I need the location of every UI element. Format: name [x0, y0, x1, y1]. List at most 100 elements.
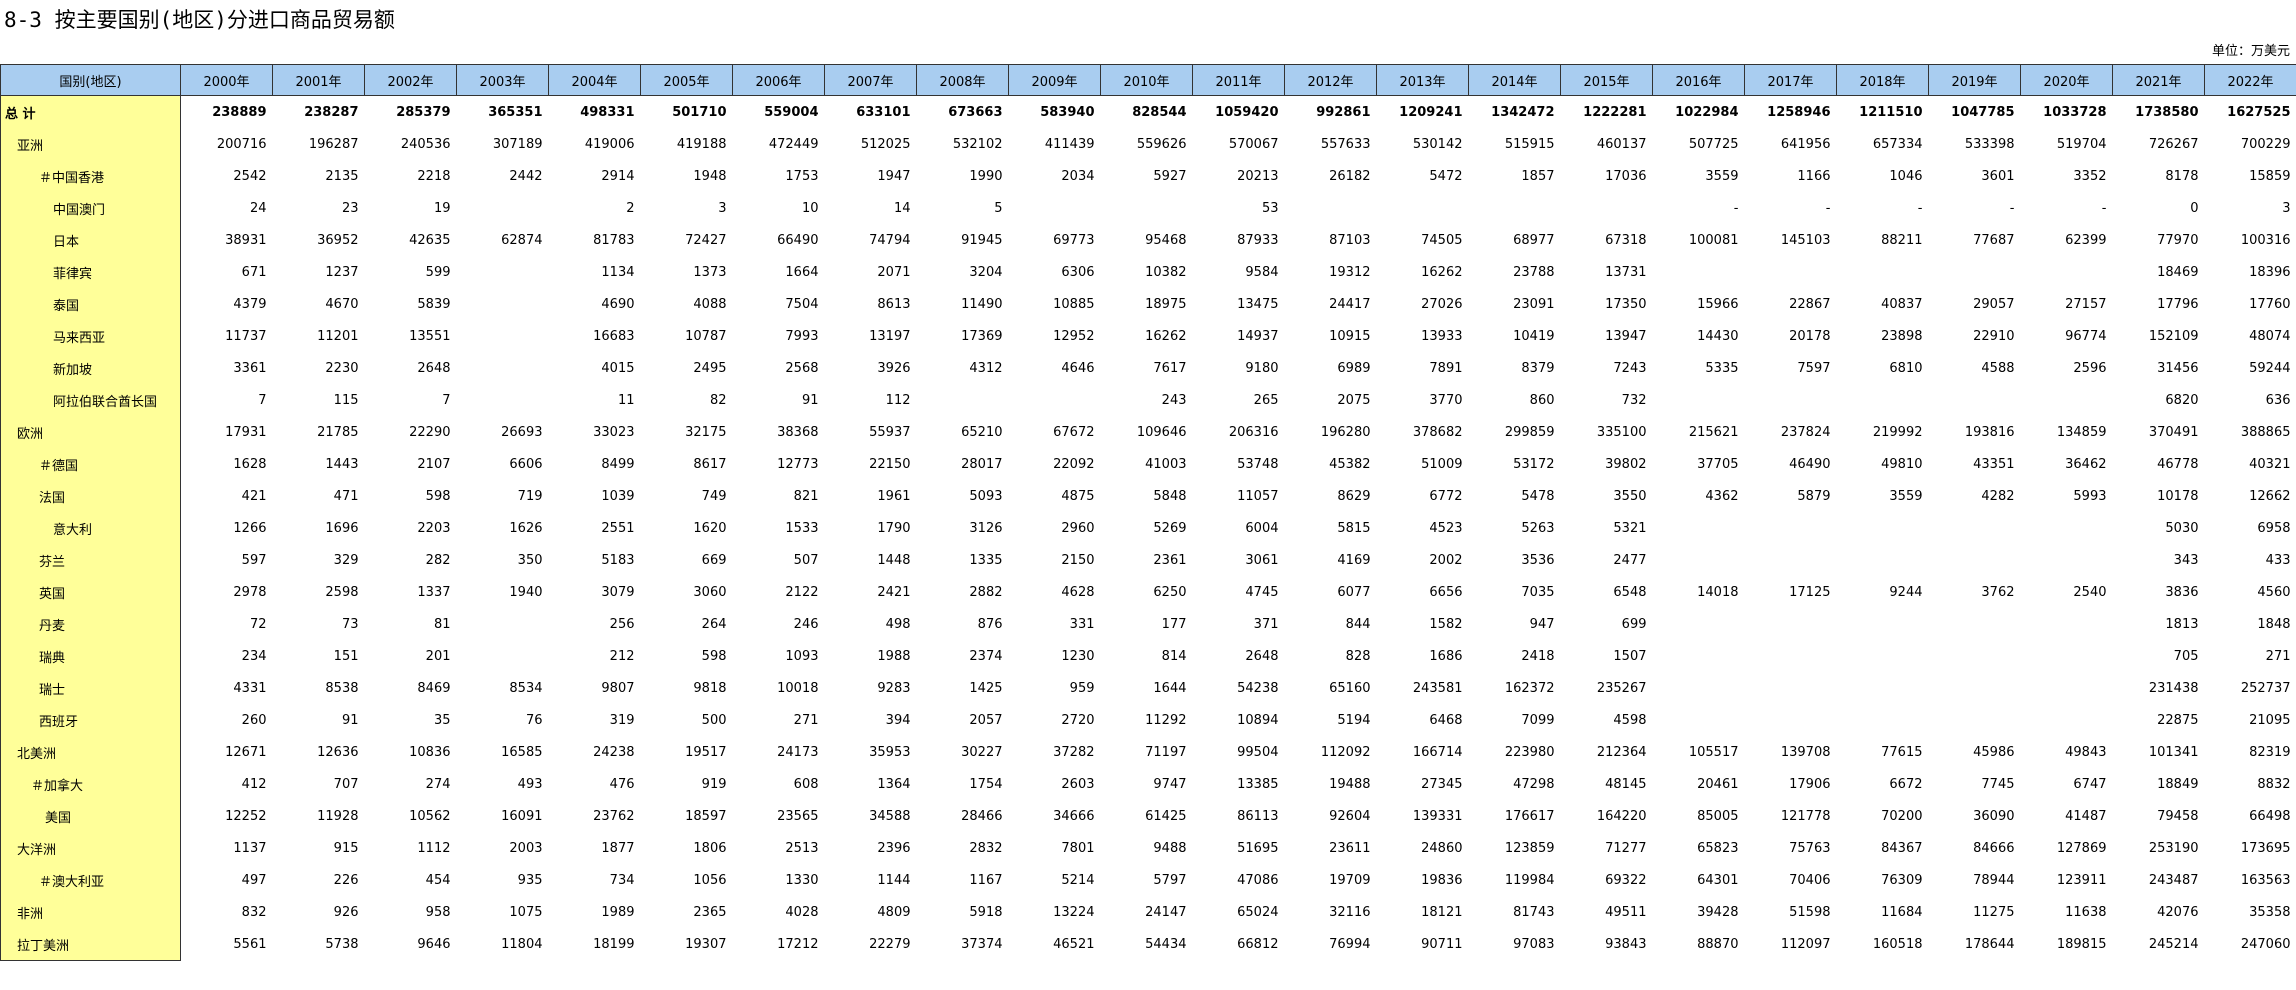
table-row: ＃澳大利亚 497 226 454 935 734 1056 1330 1144 1167 5214… [0, 864, 2296, 896]
value-cell: 1258946 [1767, 104, 1831, 120]
value-cell: - [2101, 200, 2107, 216]
value-cell: 1644 [1153, 680, 1187, 696]
value-cell: 23788 [1513, 264, 1555, 280]
value-cell: 34666 [1053, 808, 1095, 824]
value-cell: 19836 [1421, 872, 1463, 888]
value-cell: 201 [425, 648, 451, 664]
value-cell: - [2009, 200, 2015, 216]
value-cell: 2540 [2073, 584, 2107, 600]
region-name: 中国澳门 [0, 192, 181, 224]
value-cell: 24238 [593, 744, 635, 760]
value-cell: 84367 [1881, 840, 1923, 856]
value-cell: 32116 [1329, 904, 1371, 920]
value-cell: 85005 [1697, 808, 1739, 824]
value-cell: 570067 [1228, 136, 1279, 152]
value-cell: 1342472 [1491, 104, 1555, 120]
value-cell: 10787 [685, 328, 727, 344]
table-row: 瑞典 234 151 201 212 598 1093 1988 2374 1230 814 2648… [0, 640, 2296, 672]
column-header: 2017年 [1744, 64, 1837, 96]
value-cell: 6820 [2165, 392, 2199, 408]
value-cell: 19 [433, 200, 451, 216]
value-cell: 2 [626, 200, 635, 216]
value-cell: 76 [525, 712, 543, 728]
value-cell: 828 [1345, 648, 1371, 664]
column-header: 2005年 [640, 64, 733, 96]
value-cell: 151 [333, 648, 359, 664]
empty-cell [1837, 544, 1929, 576]
value-cell: 45986 [1973, 744, 2015, 760]
value-cell: 62399 [2065, 232, 2107, 248]
value-cell: 2882 [969, 584, 1003, 600]
value-cell: 8832 [2257, 776, 2291, 792]
empty-cell [1837, 672, 1929, 704]
empty-cell [1653, 672, 1745, 704]
value-cell: 599 [425, 264, 451, 280]
empty-cell [1653, 256, 1745, 288]
value-cell: 9283 [877, 680, 911, 696]
empty-cell [1837, 608, 1929, 640]
value-cell: 13933 [1421, 328, 1463, 344]
value-cell: 1754 [969, 776, 1003, 792]
value-cell: 1075 [509, 904, 543, 920]
value-cell: 419006 [584, 136, 635, 152]
value-cell: 4028 [785, 904, 819, 920]
region-name: 英国 [0, 576, 181, 608]
value-cell: 17796 [2157, 296, 2199, 312]
value-cell: 4362 [1705, 488, 1739, 504]
empty-cell [2021, 544, 2113, 576]
region-name: 大洋洲 [0, 832, 181, 864]
empty-cell [1745, 384, 1837, 416]
value-cell: 7035 [1521, 584, 1555, 600]
value-cell: 6468 [1429, 712, 1463, 728]
value-cell: 1664 [785, 264, 819, 280]
value-cell: 5797 [1153, 872, 1187, 888]
value-cell: 7243 [1613, 360, 1647, 376]
value-cell: 72427 [685, 232, 727, 248]
value-cell: 12252 [225, 808, 267, 824]
value-cell: 498 [885, 616, 911, 632]
value-cell: 4628 [1061, 584, 1095, 600]
column-header: 2021年 [2112, 64, 2205, 96]
value-cell: 2421 [877, 584, 911, 600]
value-cell: 134859 [2056, 424, 2107, 440]
column-header: 2016年 [1652, 64, 1745, 96]
value-cell: 876 [977, 616, 1003, 632]
value-cell: 5478 [1521, 488, 1555, 504]
value-cell: 2057 [969, 712, 1003, 728]
table-row: 瑞士 4331 8538 8469 8534 9807 9818 10018 9283 1425 9… [0, 672, 2296, 704]
region-name: 拉丁美洲 [0, 928, 181, 961]
value-cell: 105517 [1688, 744, 1739, 760]
value-cell: 237824 [1780, 424, 1831, 440]
value-cell: 4745 [1245, 584, 1279, 600]
value-cell: 243487 [2148, 872, 2199, 888]
value-cell: 394 [885, 712, 911, 728]
value-cell: 23898 [1881, 328, 1923, 344]
value-cell: 66812 [1237, 936, 1279, 952]
empty-cell [1377, 192, 1469, 224]
value-cell: 515915 [1504, 136, 1555, 152]
value-cell: 598 [425, 488, 451, 504]
value-cell: 699 [1621, 616, 1647, 632]
value-cell: 4312 [969, 360, 1003, 376]
value-cell: 3536 [1521, 552, 1555, 568]
value-cell: 81743 [1513, 904, 1555, 920]
value-cell: 3601 [1981, 168, 2015, 184]
value-cell: 252737 [2240, 680, 2291, 696]
value-cell: 319 [609, 712, 635, 728]
value-cell: 1443 [325, 456, 359, 472]
value-cell: 123911 [2056, 872, 2107, 888]
value-cell: 4690 [601, 296, 635, 312]
value-cell: 828544 [1132, 104, 1187, 120]
value-cell: 454 [425, 872, 451, 888]
value-cell: 69773 [1053, 232, 1095, 248]
value-cell: 245214 [2148, 936, 2199, 952]
region-name: ＃加拿大 [0, 768, 181, 800]
value-cell: 45382 [1329, 456, 1371, 472]
value-cell: 5030 [2165, 520, 2199, 536]
empty-cell [457, 384, 549, 416]
value-cell: 139331 [1412, 808, 1463, 824]
region-name: 日本 [0, 224, 181, 256]
table-row: 意大利 1266 1696 2203 1626 2551 1620 1533 1790 3126 2… [0, 512, 2296, 544]
value-cell: 43351 [1973, 456, 2015, 472]
value-cell: 112 [885, 392, 911, 408]
